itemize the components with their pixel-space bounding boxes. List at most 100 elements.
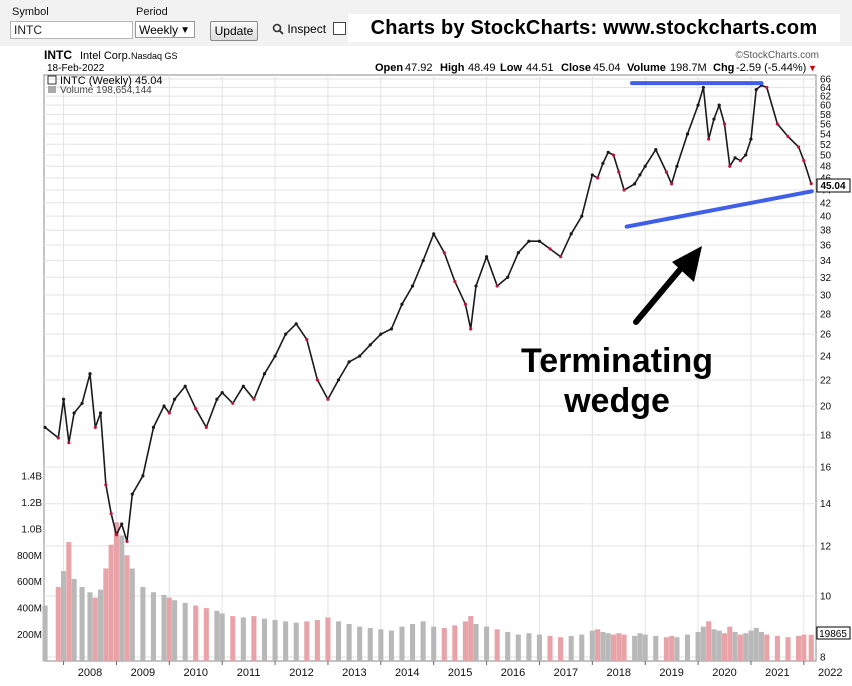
volume-bar — [150, 592, 157, 661]
price-point — [194, 407, 198, 411]
symbol-input[interactable]: INTC — [10, 21, 133, 39]
volume-bar — [732, 631, 738, 661]
price-tick-label: 22 — [820, 375, 832, 386]
volume-bar — [616, 633, 622, 661]
header-company: Intel Corp. — [80, 50, 131, 62]
volume-bar — [494, 629, 500, 661]
price-point — [754, 87, 758, 92]
price-point — [601, 161, 605, 165]
volume-bar — [87, 592, 93, 661]
volume-bar — [547, 635, 553, 661]
price-point — [590, 173, 594, 177]
chart-area: INTC Intel Corp. Nasdaq GS 18-Feb-2022 ©… — [0, 46, 852, 681]
price-point — [696, 103, 700, 107]
price-point — [104, 483, 108, 487]
volume-bar — [721, 633, 728, 661]
volume-bar — [764, 634, 770, 661]
time-tick-label: 2020 — [712, 667, 736, 679]
price-point — [722, 122, 727, 126]
volume-bar — [71, 579, 77, 661]
volume-bar — [420, 621, 426, 661]
volume-bar — [695, 631, 701, 661]
price-point — [379, 332, 383, 336]
volume-bar — [240, 617, 246, 661]
price-point — [72, 411, 76, 415]
price-tick-label: 28 — [820, 309, 832, 320]
volume-bar — [161, 594, 167, 661]
price-point — [125, 539, 129, 544]
volume-tick-label: 600M — [17, 577, 42, 588]
volume-bar — [700, 626, 706, 661]
volume-bar — [103, 568, 109, 661]
volume-bar — [785, 637, 791, 661]
price-point — [728, 164, 732, 168]
price-point — [358, 354, 362, 358]
price-tick-label: 62 — [820, 92, 832, 103]
legend-price-icon — [47, 75, 57, 85]
volume-bar — [653, 635, 659, 661]
inspect-checkbox[interactable] — [333, 22, 347, 35]
volume-bar — [140, 587, 146, 661]
volume-bar — [452, 625, 458, 661]
price-point — [442, 251, 446, 255]
volume-bar — [684, 634, 691, 661]
price-tick-label: 20 — [820, 402, 832, 413]
time-tick-label: 2022 — [818, 667, 842, 679]
volume-bar — [399, 626, 405, 661]
update-button[interactable]: Update — [210, 21, 258, 41]
price-point — [717, 103, 721, 107]
volume-bar — [172, 600, 178, 661]
price-point — [569, 232, 573, 236]
price-point — [775, 122, 780, 126]
volume-bar — [66, 542, 72, 661]
time-tick-label: 2017 — [554, 667, 578, 679]
inspect-label: Inspect — [287, 22, 327, 36]
inspect-toggle[interactable]: Inspect — [272, 22, 347, 36]
volume-bar — [98, 589, 104, 661]
price-point — [765, 85, 769, 90]
volume-bar — [558, 637, 564, 661]
time-tick-label: 2009 — [131, 667, 155, 679]
volume-bar — [219, 613, 225, 661]
volume-bar — [774, 635, 780, 661]
price-point — [453, 279, 457, 284]
volume-bar — [595, 629, 601, 661]
period-label: Period — [136, 6, 168, 18]
copyright-label: ©StockCharts.com — [735, 50, 819, 61]
price-point — [262, 372, 267, 376]
annotation-line2: wedge — [563, 382, 670, 420]
volume-bar — [473, 624, 479, 661]
price-point — [733, 156, 737, 160]
legend-volume-icon — [48, 86, 56, 93]
volume-bar — [325, 617, 331, 661]
period-select[interactable]: Weekly ▼ — [135, 21, 195, 38]
arrow-up-icon — [672, 246, 702, 282]
price-point — [606, 150, 610, 154]
volume-bar — [431, 626, 437, 661]
volume-bar — [669, 635, 675, 661]
volume-bar — [55, 587, 61, 661]
volume-tick-label: 1.0B — [21, 524, 42, 535]
volume-bar — [589, 630, 595, 661]
volume-bar — [335, 621, 342, 661]
volume-bar — [108, 544, 114, 661]
time-tick-label: 2019 — [659, 667, 683, 679]
price-point — [305, 337, 309, 342]
legend-volume: Volume 198,654,144 — [60, 85, 152, 96]
price-point — [495, 284, 499, 288]
volume-bar — [753, 627, 759, 661]
volume-bar — [304, 621, 310, 661]
legend: INTC (Weekly) 45.04 Volume 198,654,144 — [47, 75, 163, 96]
price-point — [151, 425, 156, 429]
trendline — [624, 189, 814, 229]
price-tick-label: 8 — [820, 653, 826, 664]
chevron-down-icon: ▼ — [180, 25, 190, 36]
volume-bar — [637, 633, 643, 661]
volume-bar — [801, 634, 807, 661]
price-point — [67, 440, 71, 445]
price-point — [368, 343, 372, 347]
price-point — [400, 302, 404, 306]
price-tick-label: 26 — [820, 330, 832, 341]
volume-tick-label: 1.4B — [21, 472, 42, 483]
volume-bar — [113, 522, 119, 661]
